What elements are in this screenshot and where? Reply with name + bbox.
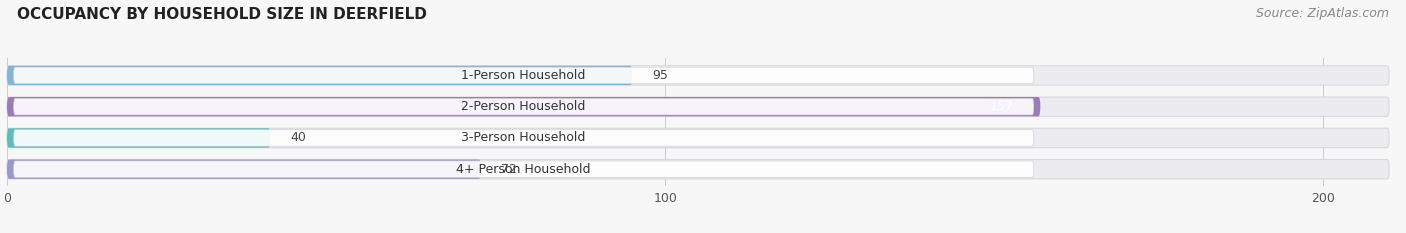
Text: 95: 95: [652, 69, 668, 82]
FancyBboxPatch shape: [7, 66, 1389, 85]
Text: 2-Person Household: 2-Person Household: [461, 100, 586, 113]
FancyBboxPatch shape: [7, 128, 270, 148]
FancyBboxPatch shape: [7, 128, 1389, 148]
FancyBboxPatch shape: [7, 160, 1389, 179]
FancyBboxPatch shape: [14, 99, 1033, 115]
FancyBboxPatch shape: [7, 97, 1389, 116]
FancyBboxPatch shape: [14, 130, 1033, 146]
Text: Source: ZipAtlas.com: Source: ZipAtlas.com: [1256, 7, 1389, 20]
Text: 3-Person Household: 3-Person Household: [461, 131, 586, 144]
FancyBboxPatch shape: [14, 161, 1033, 178]
FancyBboxPatch shape: [7, 160, 481, 179]
Text: 4+ Person Household: 4+ Person Household: [457, 163, 591, 176]
FancyBboxPatch shape: [14, 67, 1033, 84]
Text: 40: 40: [290, 131, 307, 144]
Text: 1-Person Household: 1-Person Household: [461, 69, 586, 82]
FancyBboxPatch shape: [7, 66, 633, 85]
Text: 157: 157: [990, 100, 1014, 113]
FancyBboxPatch shape: [7, 97, 1040, 116]
Text: OCCUPANCY BY HOUSEHOLD SIZE IN DEERFIELD: OCCUPANCY BY HOUSEHOLD SIZE IN DEERFIELD: [17, 7, 427, 22]
Text: 72: 72: [501, 163, 516, 176]
